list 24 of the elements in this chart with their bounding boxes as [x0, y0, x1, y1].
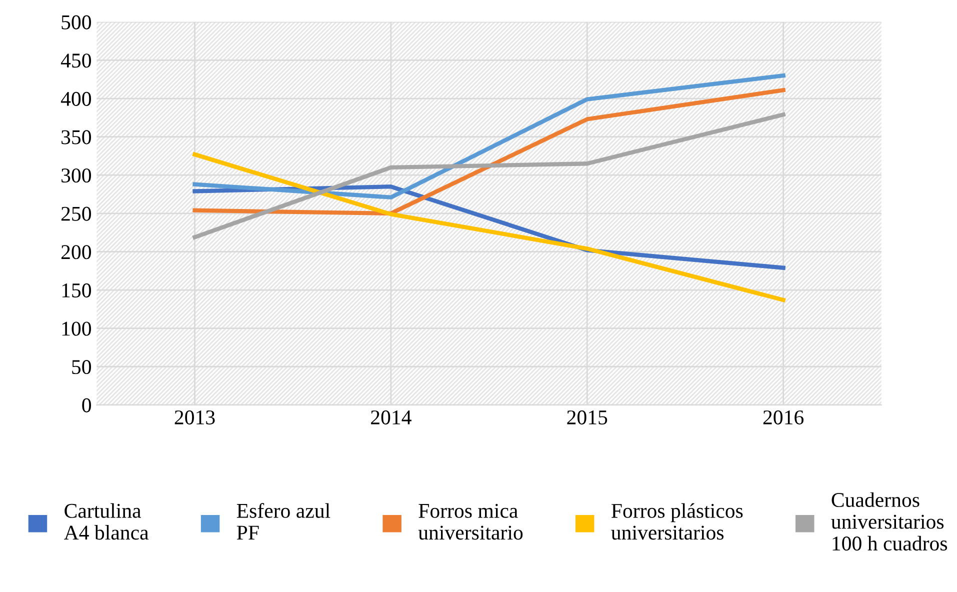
x-tick-label: 2014	[371, 410, 412, 424]
x-tick-label: 2013	[174, 410, 215, 424]
y-tick-label: 350	[62, 130, 91, 144]
y-tick-label: 500	[62, 15, 91, 30]
y-tick-label: 400	[60, 92, 91, 106]
y-tick-label: 250	[61, 206, 91, 221]
legend-label: Esfero azul PF	[236, 503, 330, 540]
legend-label: Cartulina A4 blanca	[64, 503, 149, 540]
y-tick-label: 150	[62, 283, 91, 298]
x-tick-label: 2015	[567, 410, 608, 424]
line-series	[192, 112, 786, 240]
y-tick-label: 0	[82, 398, 91, 412]
y-tick-label: 300	[62, 168, 91, 183]
legend-label: Cuadernos universitarios 100 h cuadros	[831, 492, 948, 551]
y-tick-label: 450	[60, 54, 91, 68]
line-series	[192, 152, 786, 302]
line-series	[192, 73, 786, 200]
x-tick-label: 2016	[763, 410, 804, 424]
y-tick-label: 100	[62, 322, 91, 336]
legend-label: Forros plásticos universitarios	[611, 503, 743, 540]
y-tick-label: 200	[61, 245, 91, 260]
y-tick-label: 50	[72, 360, 91, 374]
line-series	[192, 88, 786, 216]
legend-label: Forros mica universitario	[418, 504, 523, 540]
